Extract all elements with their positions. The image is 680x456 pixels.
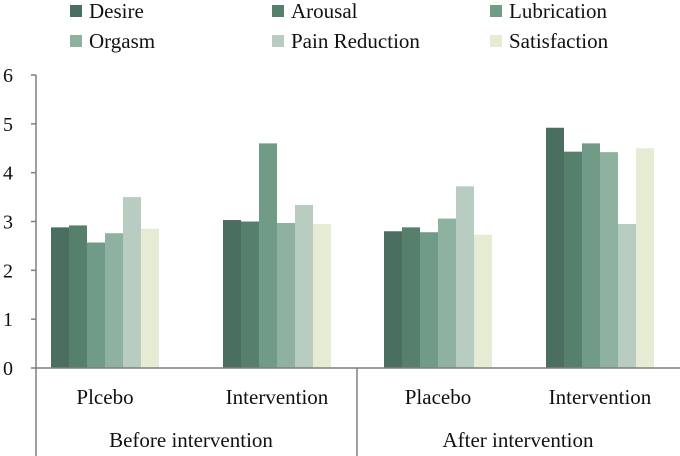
- bar-lubrication-1: [259, 143, 277, 368]
- bar-desire-0: [51, 227, 69, 368]
- legend-swatch-desire: [70, 5, 82, 17]
- bar-arousal-3: [564, 151, 582, 368]
- legend-swatch-satisfaction: [490, 35, 502, 47]
- group-label-after-intervention: After intervention: [442, 428, 594, 452]
- bar-orgasm-1: [277, 222, 295, 368]
- bar-desire-1: [223, 220, 241, 368]
- bar-satisfaction-3: [636, 148, 654, 368]
- legend-label-satisfaction: Satisfaction: [509, 29, 609, 53]
- y-ticks: 0 1 2 3 4 5 6: [3, 65, 36, 380]
- legend-swatch-lubrication: [490, 5, 502, 17]
- y-tick-label-5: 5: [3, 114, 13, 136]
- bar-lubrication-3: [582, 143, 600, 368]
- bar-pain-reduction-0: [123, 197, 141, 368]
- legend-label-orgasm: Orgasm: [89, 29, 155, 53]
- y-tick-label-0: 0: [3, 358, 13, 380]
- legend-label-arousal: Arousal: [291, 0, 358, 23]
- legend: Desire Arousal Lubrication Orgasm Pain Reduc…: [70, 0, 609, 53]
- bar-lubrication-2: [420, 232, 438, 368]
- legend-swatch-arousal: [272, 5, 284, 17]
- bar-orgasm-2: [438, 218, 456, 368]
- bar-desire-3: [546, 127, 564, 369]
- bar-lubrication-0: [87, 242, 105, 368]
- group-labels: Before intervention After intervention: [109, 428, 594, 452]
- bar-pain-reduction-3: [618, 223, 636, 368]
- bar-pain-reduction-2: [456, 186, 474, 368]
- bar-orgasm-0: [105, 233, 123, 368]
- category-label-2: Placebo: [405, 385, 471, 409]
- y-tick-label-3: 3: [3, 212, 13, 234]
- y-tick-label-4: 4: [3, 163, 13, 185]
- category-labels: Plcebo Intervention Placebo Intervention: [76, 385, 651, 409]
- legend-swatch-pain-reduction: [272, 35, 284, 47]
- legend-label-desire: Desire: [89, 0, 144, 23]
- legend-label-pain-reduction: Pain Reduction: [291, 29, 420, 53]
- group-label-before-intervention: Before intervention: [109, 428, 273, 452]
- legend-label-lubrication: Lubrication: [509, 0, 607, 23]
- bar-arousal-2: [402, 227, 420, 368]
- category-label-1: Intervention: [226, 385, 329, 409]
- bar-satisfaction-1: [313, 223, 331, 368]
- bar-orgasm-3: [600, 152, 618, 368]
- y-tick-label-6: 6: [3, 65, 13, 87]
- bar-desire-2: [384, 231, 402, 368]
- category-label-3: Intervention: [549, 385, 652, 409]
- bar-arousal-1: [241, 221, 259, 368]
- axes: [35, 75, 680, 456]
- bar-satisfaction-0: [141, 228, 159, 368]
- y-tick-label-2: 2: [3, 260, 13, 282]
- category-label-0: Plcebo: [76, 385, 133, 409]
- bar-pain-reduction-1: [295, 204, 313, 368]
- legend-swatch-orgasm: [70, 35, 82, 47]
- bar-arousal-0: [69, 225, 87, 368]
- bar-satisfaction-2: [474, 234, 492, 368]
- y-tick-label-1: 1: [3, 309, 13, 331]
- bars: [51, 127, 654, 369]
